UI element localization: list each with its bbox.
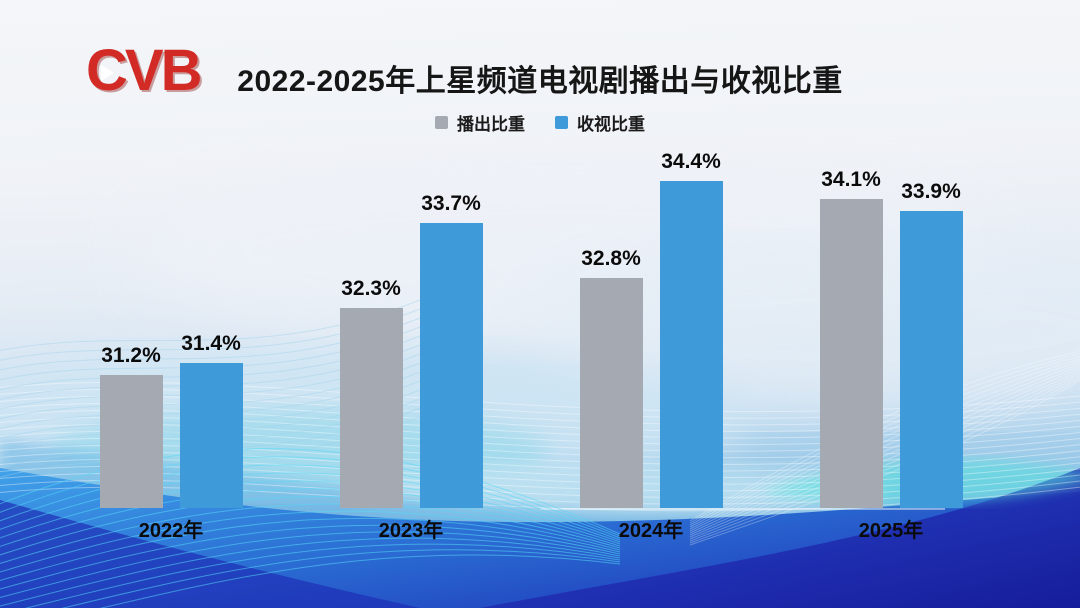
bar-column: 32.8% [579, 247, 643, 508]
bar [179, 363, 243, 508]
legend-label: 收视比重 [577, 115, 645, 134]
bar-group: 32.3% 33.7% [339, 192, 483, 508]
category-label: 2024年 [618, 520, 684, 542]
bar-column: 31.2% [99, 344, 163, 508]
legend-label: 播出比重 [457, 115, 525, 134]
bar-column: 33.7% [419, 192, 483, 508]
chart-title: 2022-2025年上星频道电视剧播出与收视比重 [237, 65, 843, 98]
bar-column: 33.9% [899, 180, 963, 508]
bar [819, 199, 883, 508]
category-axis: 2022年 2023年 2024年 2025年 [99, 514, 963, 543]
bar-value-label: 32.3% [341, 277, 401, 300]
bar-value-label: 34.4% [661, 150, 721, 173]
bar-value-label: 33.7% [421, 192, 481, 215]
legend-item: 收视比重 [555, 110, 645, 135]
cvb-logo: CVB [86, 36, 226, 108]
bar-value-label: 32.8% [581, 247, 641, 270]
bar [99, 375, 163, 508]
bar-group: 31.2% 31.4% [99, 332, 243, 508]
chart-legend: 播出比重 收视比重 [0, 110, 1080, 135]
bar-column: 31.4% [179, 332, 243, 508]
bar-value-label: 34.1% [821, 168, 881, 191]
bar-group: 32.8% 34.4% [579, 150, 723, 508]
bar-column: 32.3% [339, 277, 403, 508]
bar-value-label: 33.9% [901, 180, 961, 203]
bar-value-label: 31.4% [181, 332, 241, 355]
bar [339, 308, 403, 508]
legend-swatch [435, 116, 448, 129]
category-label: 2025年 [858, 520, 924, 542]
category-label: 2022年 [138, 520, 204, 542]
legend-swatch [555, 116, 568, 129]
bar-group: 34.1% 33.9% [819, 168, 963, 508]
bar [659, 181, 723, 508]
bar [579, 278, 643, 508]
bar-chart: 31.2% 31.4% 32.3% 33.7% 32.8% 34.4% 34.1% 33.9% [99, 150, 963, 508]
bar [419, 223, 483, 508]
category-label: 2023年 [378, 520, 444, 542]
bar-column: 34.1% [819, 168, 883, 508]
bar [899, 211, 963, 508]
play-triangle-icon [101, 65, 114, 81]
bar-column: 34.4% [659, 150, 723, 508]
legend-item: 播出比重 [435, 110, 525, 135]
bar-value-label: 31.2% [101, 344, 161, 367]
